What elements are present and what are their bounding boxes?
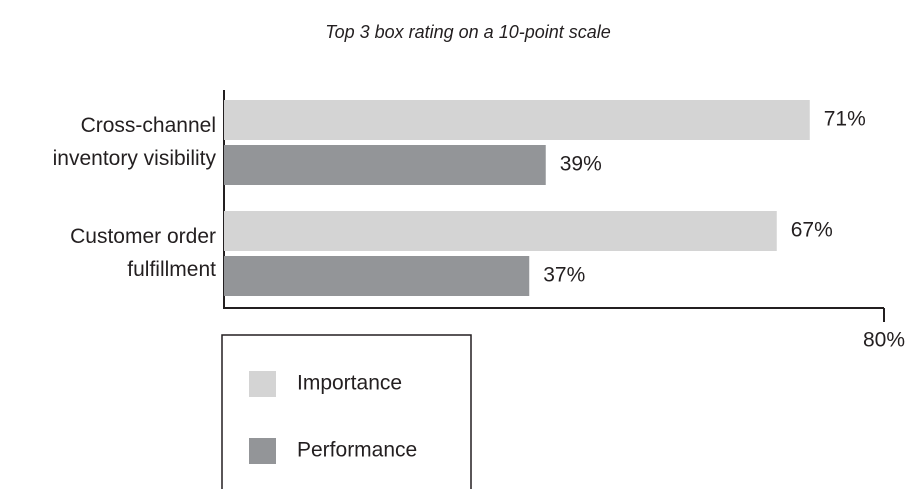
value-label: 71% [824, 108, 866, 131]
legend-swatch [249, 438, 276, 464]
value-label: 67% [791, 219, 833, 242]
legend-label: Importance [297, 372, 402, 395]
legend-swatch [249, 371, 276, 397]
value-label: 39% [560, 153, 602, 176]
y-tick-label: Customer order fulfillment [70, 225, 216, 281]
bar [224, 145, 546, 185]
legend-label: Performance [297, 439, 417, 462]
y-tick-label: Cross-channel inventory visibility [53, 114, 217, 170]
value-label: 37% [543, 264, 585, 287]
legend-box [221, 334, 472, 489]
chart-title: Top 3 box rating on a 10-point scale [325, 22, 611, 42]
bar [224, 256, 530, 296]
x-tick-label: 80% [863, 329, 905, 352]
bar [224, 211, 777, 251]
bar [224, 100, 810, 140]
